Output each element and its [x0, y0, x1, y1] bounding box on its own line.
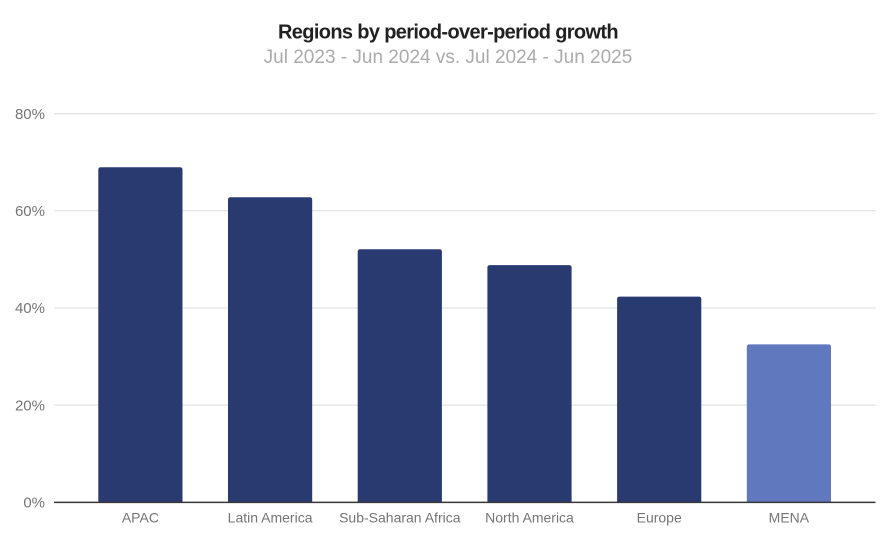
svg-text:60%: 60% — [15, 203, 45, 220]
svg-text:APAC: APAC — [122, 510, 159, 526]
svg-text:North America: North America — [485, 510, 574, 526]
svg-text:Regions by period-over-period: Regions by period-over-period growth — [278, 21, 618, 43]
svg-text:Sub-Saharan Africa: Sub-Saharan Africa — [339, 510, 461, 526]
svg-text:20%: 20% — [15, 397, 45, 414]
svg-text:Jul 2023 - Jun 2024 vs. Jul 20: Jul 2023 - Jun 2024 vs. Jul 2024 - Jun 2… — [264, 47, 633, 68]
svg-text:0%: 0% — [23, 495, 45, 512]
svg-text:Europe: Europe — [637, 510, 682, 526]
svg-text:40%: 40% — [15, 300, 45, 317]
svg-text:Latin America: Latin America — [228, 510, 313, 526]
svg-text:80%: 80% — [15, 106, 45, 123]
svg-text:MENA: MENA — [769, 510, 810, 526]
